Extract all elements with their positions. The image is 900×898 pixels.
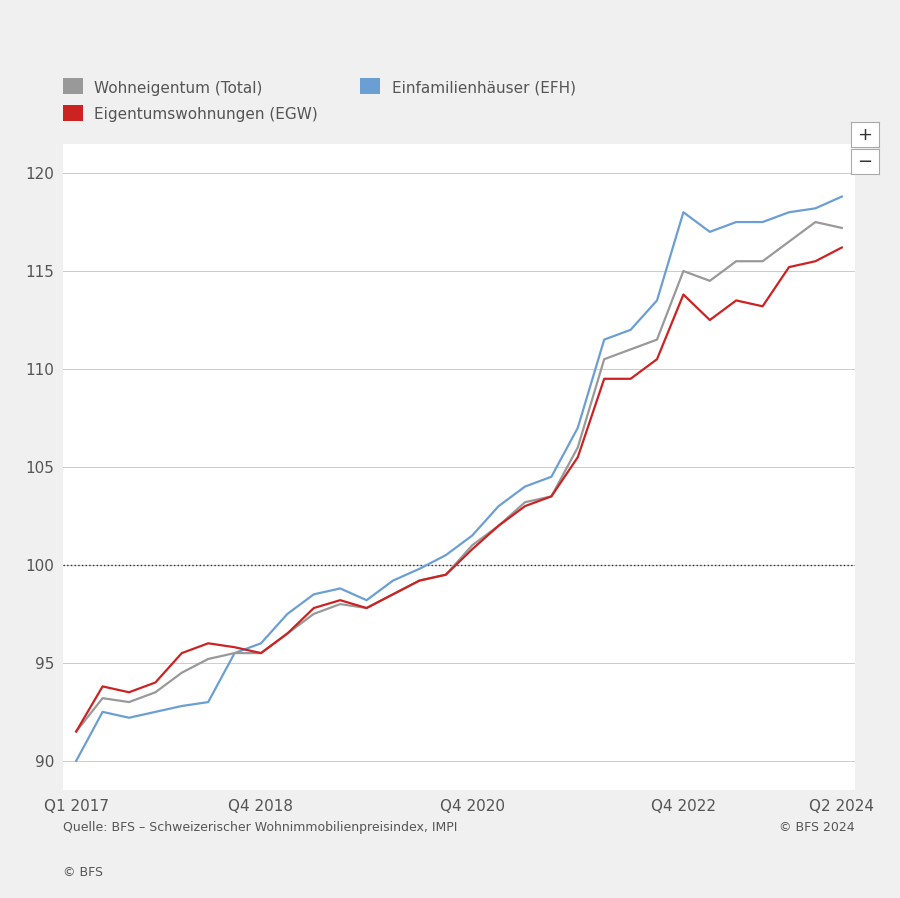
Text: Wohneigentum (Total): Wohneigentum (Total) <box>94 81 263 95</box>
Text: +: + <box>858 126 872 144</box>
Text: Eigentumswohnungen (EGW): Eigentumswohnungen (EGW) <box>94 108 319 122</box>
Text: Quelle: BFS – Schweizerischer Wohnimmobilienpreisindex, IMPI: Quelle: BFS – Schweizerischer Wohnimmobi… <box>63 821 457 833</box>
Text: © BFS: © BFS <box>63 866 103 878</box>
Text: −: − <box>858 153 872 171</box>
Text: Einfamilienhäuser (EFH): Einfamilienhäuser (EFH) <box>392 81 575 95</box>
Text: © BFS 2024: © BFS 2024 <box>779 821 855 833</box>
